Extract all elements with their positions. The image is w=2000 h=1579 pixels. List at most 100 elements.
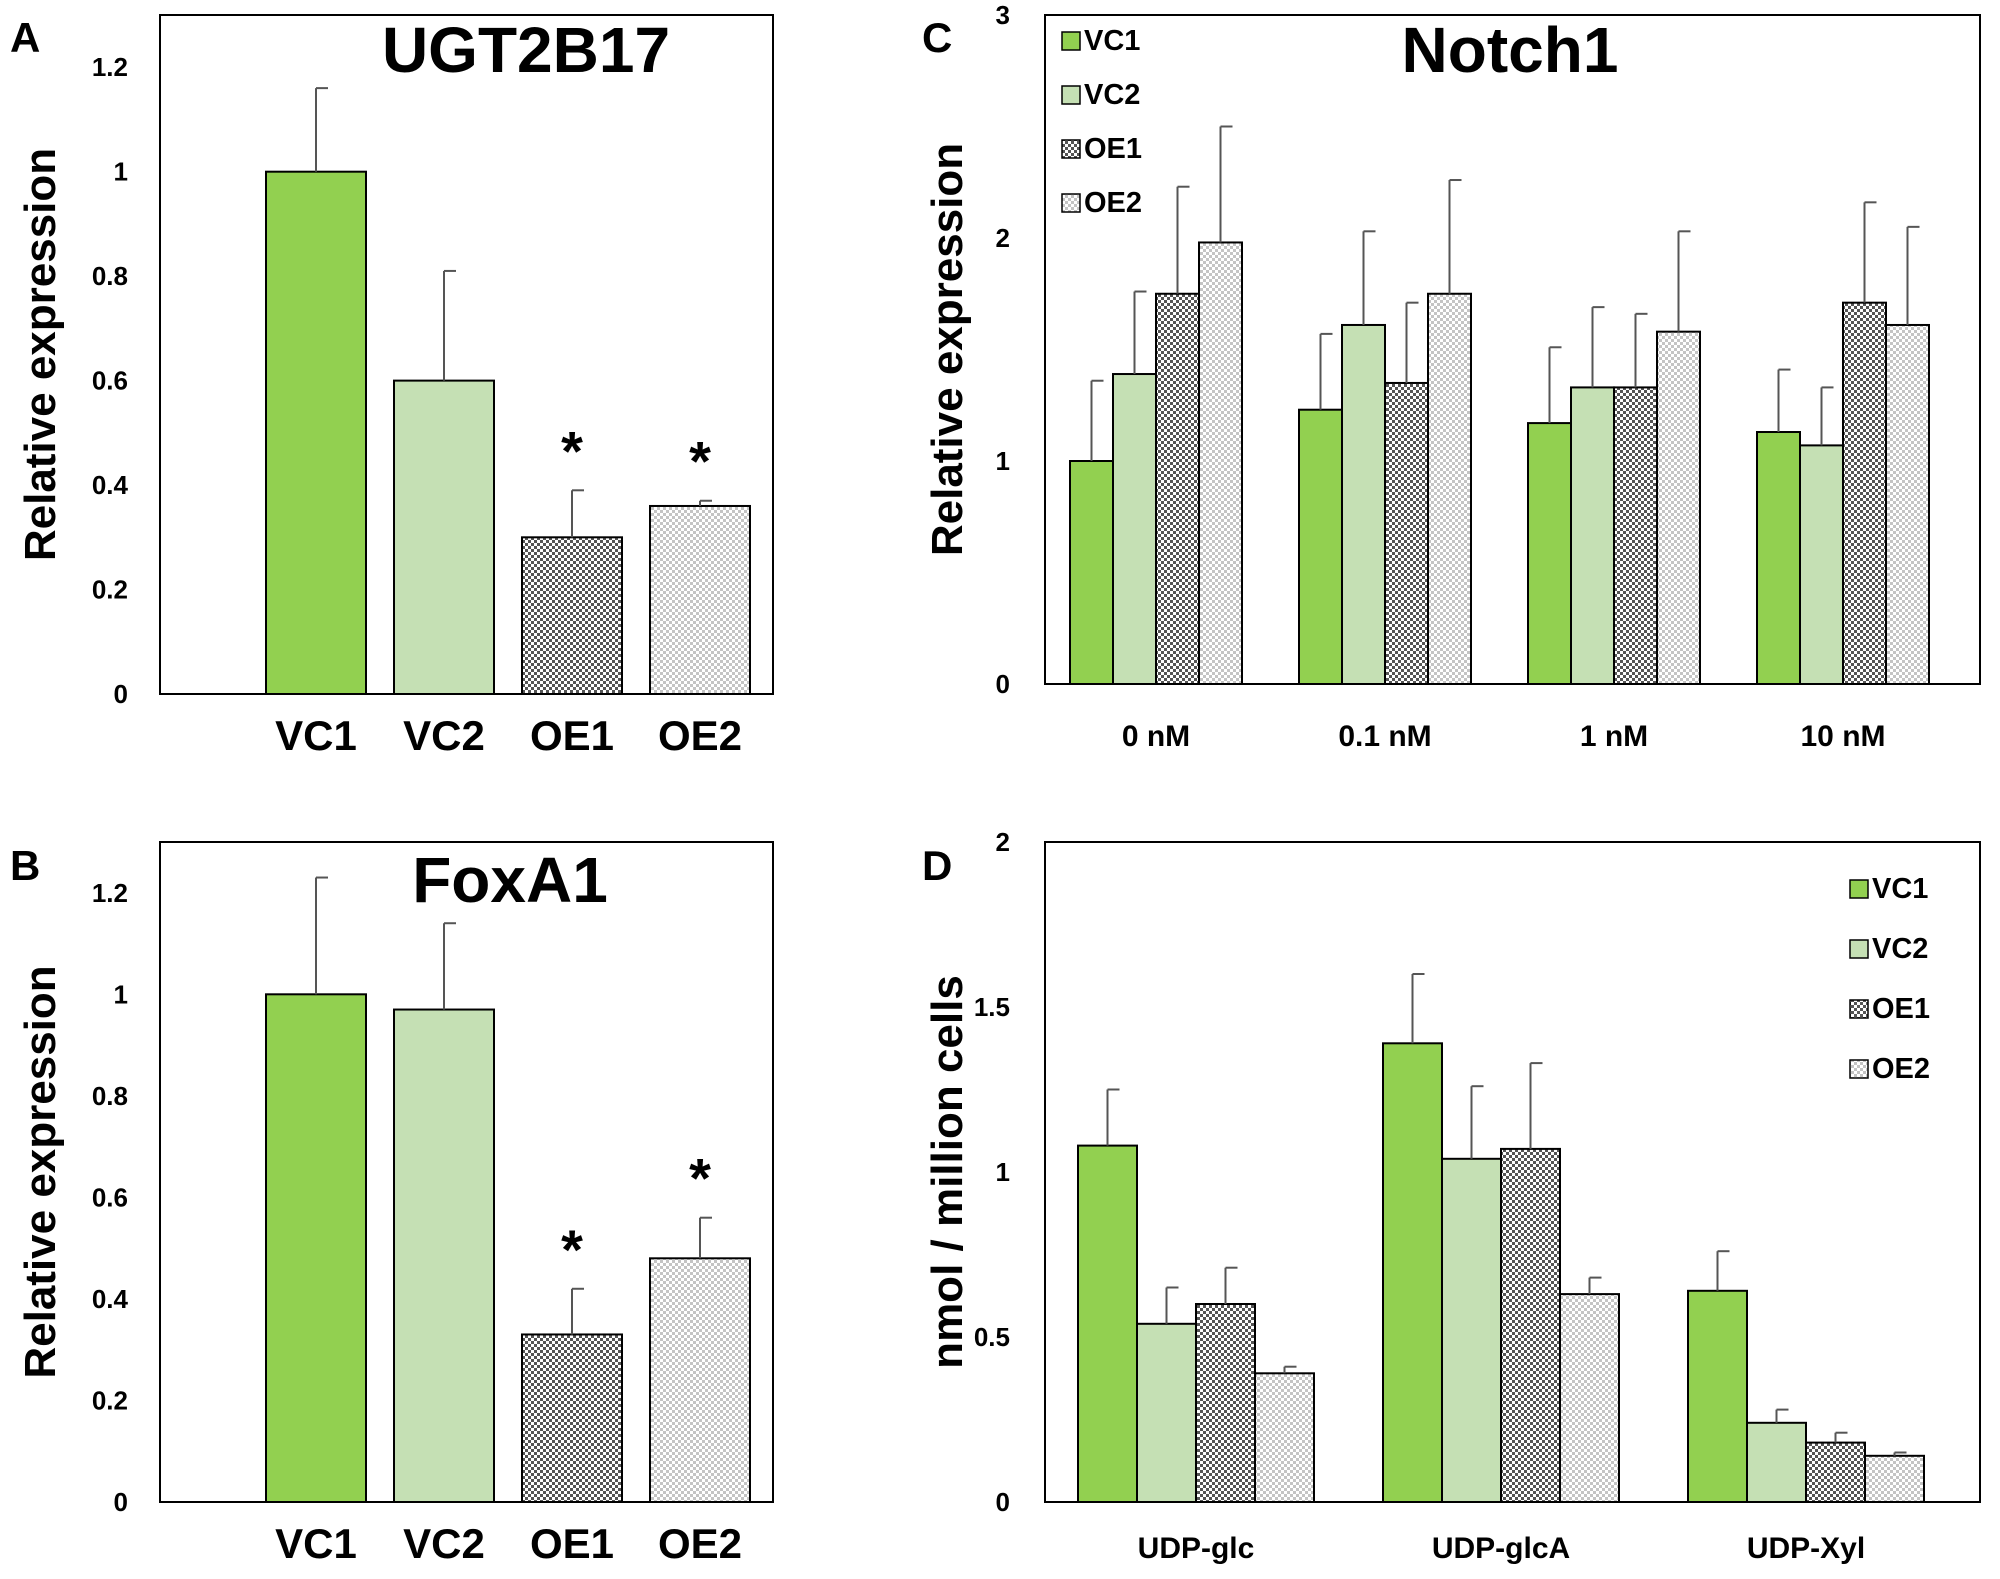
bar-oe1	[1842, 301, 1887, 685]
bar-vc2	[393, 379, 495, 695]
legend-label-vc1: VC1	[1872, 873, 1928, 905]
x-tick-label: UDP-glc	[1138, 1532, 1255, 1565]
bar-oe2	[1559, 1293, 1620, 1503]
y-axis-label: Relative expression	[16, 965, 65, 1378]
bar-vc1	[1382, 1042, 1443, 1504]
x-tick-label: OE1	[530, 712, 614, 759]
y-tick-label: 0.4	[92, 1284, 129, 1314]
x-tick-label: 1 nM	[1580, 720, 1648, 753]
legend-swatch-vc2	[1849, 939, 1869, 959]
y-tick-label: 0.4	[92, 470, 129, 500]
legend-label-vc1: VC1	[1084, 25, 1140, 57]
bar-oe2	[649, 1257, 751, 1504]
bar-vc2	[1112, 373, 1157, 685]
y-axis-label: Relative expression	[16, 148, 65, 561]
legend-label-oe1: OE1	[1084, 133, 1142, 165]
y-tick-label: 0.8	[92, 1081, 128, 1111]
x-tick-label: VC1	[275, 712, 357, 759]
bar-oe1	[1613, 386, 1658, 685]
y-tick-label: 1.2	[92, 878, 128, 908]
y-tick-label: 1	[996, 446, 1010, 476]
bar-vc2	[1341, 323, 1386, 685]
chart-title: FoxA1	[412, 844, 608, 916]
bar-vc1	[1069, 460, 1114, 685]
x-tick-label: VC2	[403, 712, 485, 759]
y-tick-label: 0	[114, 679, 128, 709]
y-tick-label: 0	[114, 1487, 128, 1517]
y-tick-label: 1.2	[92, 52, 128, 82]
panel-letter-d: D	[922, 842, 952, 889]
x-tick-label: OE2	[658, 1520, 742, 1567]
y-tick-label: 2	[996, 827, 1010, 857]
x-tick-label: OE2	[658, 712, 742, 759]
bar-vc2	[1570, 386, 1615, 685]
significance-marker: *	[689, 1147, 711, 1210]
bar-vc2	[1441, 1157, 1502, 1504]
legend-swatch-oe1	[1849, 999, 1869, 1019]
bar-vc1	[265, 170, 367, 695]
bar-oe2	[1885, 323, 1930, 685]
x-tick-label: 0 nM	[1122, 720, 1190, 753]
y-tick-label: 0	[996, 669, 1010, 699]
bar-vc1	[1298, 408, 1343, 685]
y-axis-label: Relative expression	[923, 143, 972, 556]
bar-oe1	[1384, 381, 1429, 685]
y-tick-label: 0	[996, 1487, 1010, 1517]
y-tick-label: 0.8	[92, 261, 128, 291]
panel-letter-b: B	[10, 842, 40, 889]
bar-oe2	[649, 504, 751, 695]
bar-oe2	[1254, 1372, 1315, 1504]
chart-layer: A 0 0.2 0.4 0.6 0.8 1 1.2 Relative expression UGT…	[10, 0, 1981, 1567]
y-tick-label: 0.2	[92, 575, 128, 605]
y-axis-label: nmol / million cells	[923, 975, 972, 1369]
legend-label-vc2: VC2	[1084, 79, 1140, 111]
legend-swatch-vc1	[1849, 879, 1869, 899]
bar-oe2	[1198, 241, 1243, 686]
bar-oe1	[1195, 1303, 1256, 1503]
y-tick-label: 1	[114, 157, 128, 187]
y-tick-label: 1.5	[974, 992, 1010, 1022]
bar-oe1	[1805, 1441, 1866, 1503]
bar-oe2	[1864, 1454, 1925, 1504]
legend-swatch-oe2	[1849, 1059, 1869, 1079]
legend-swatch-vc2	[1061, 85, 1081, 105]
panel-c: C 0 1 2 3 Relative expression Notch1 0 nM 0.1 nM…	[922, 0, 1981, 753]
bar-oe2	[1656, 330, 1701, 685]
bar-vc2	[393, 1008, 495, 1503]
bar-oe1	[1500, 1147, 1561, 1504]
y-tick-label: 0.6	[92, 1182, 128, 1212]
y-tick-label: 3	[996, 0, 1010, 30]
panel-d: D 0 0.5 1 1.5 2 nmol / million cells UDP-glc UDP…	[922, 827, 1981, 1565]
panel-b: B 0 0.2 0.4 0.6 0.8 1 1.2 Relative expression Fox…	[10, 841, 774, 1567]
bar-vc1	[1687, 1289, 1748, 1504]
legend-swatch-oe1	[1061, 139, 1081, 159]
x-tick-label: 0.1 nM	[1338, 720, 1431, 753]
panel-letter-a: A	[10, 14, 40, 61]
y-tick-label: 1	[114, 979, 128, 1009]
x-tick-label: UDP-glcA	[1432, 1532, 1570, 1565]
panel-a: A 0 0.2 0.4 0.6 0.8 1 1.2 Relative expression UGT…	[10, 14, 774, 759]
bar-vc1	[1756, 431, 1801, 686]
x-tick-label: VC2	[403, 1520, 485, 1567]
bar-vc2	[1136, 1322, 1197, 1504]
y-tick-label: 2	[996, 223, 1010, 253]
legend-swatch-vc1	[1061, 31, 1081, 51]
significance-marker: *	[689, 430, 711, 493]
legend-label-oe2: OE2	[1872, 1053, 1930, 1085]
bar-vc1	[1077, 1144, 1138, 1503]
y-tick-label: 1	[996, 1157, 1010, 1187]
significance-marker: *	[561, 1218, 583, 1281]
x-tick-label: UDP-Xyl	[1747, 1532, 1865, 1565]
x-tick-label: 10 nM	[1800, 720, 1885, 753]
bar-vc2	[1799, 444, 1844, 686]
legend-label-oe2: OE2	[1084, 187, 1142, 219]
x-tick-label: OE1	[530, 1520, 614, 1567]
plot-frame	[1044, 14, 1981, 685]
bar-vc2	[1746, 1421, 1807, 1504]
y-tick-label: 0.2	[92, 1385, 128, 1415]
legend-label-oe1: OE1	[1872, 993, 1930, 1025]
legend: VC1 VC2 OE1 OE2	[1061, 25, 1142, 219]
bar-vc1	[265, 993, 367, 1503]
bar-oe2	[1427, 292, 1472, 685]
